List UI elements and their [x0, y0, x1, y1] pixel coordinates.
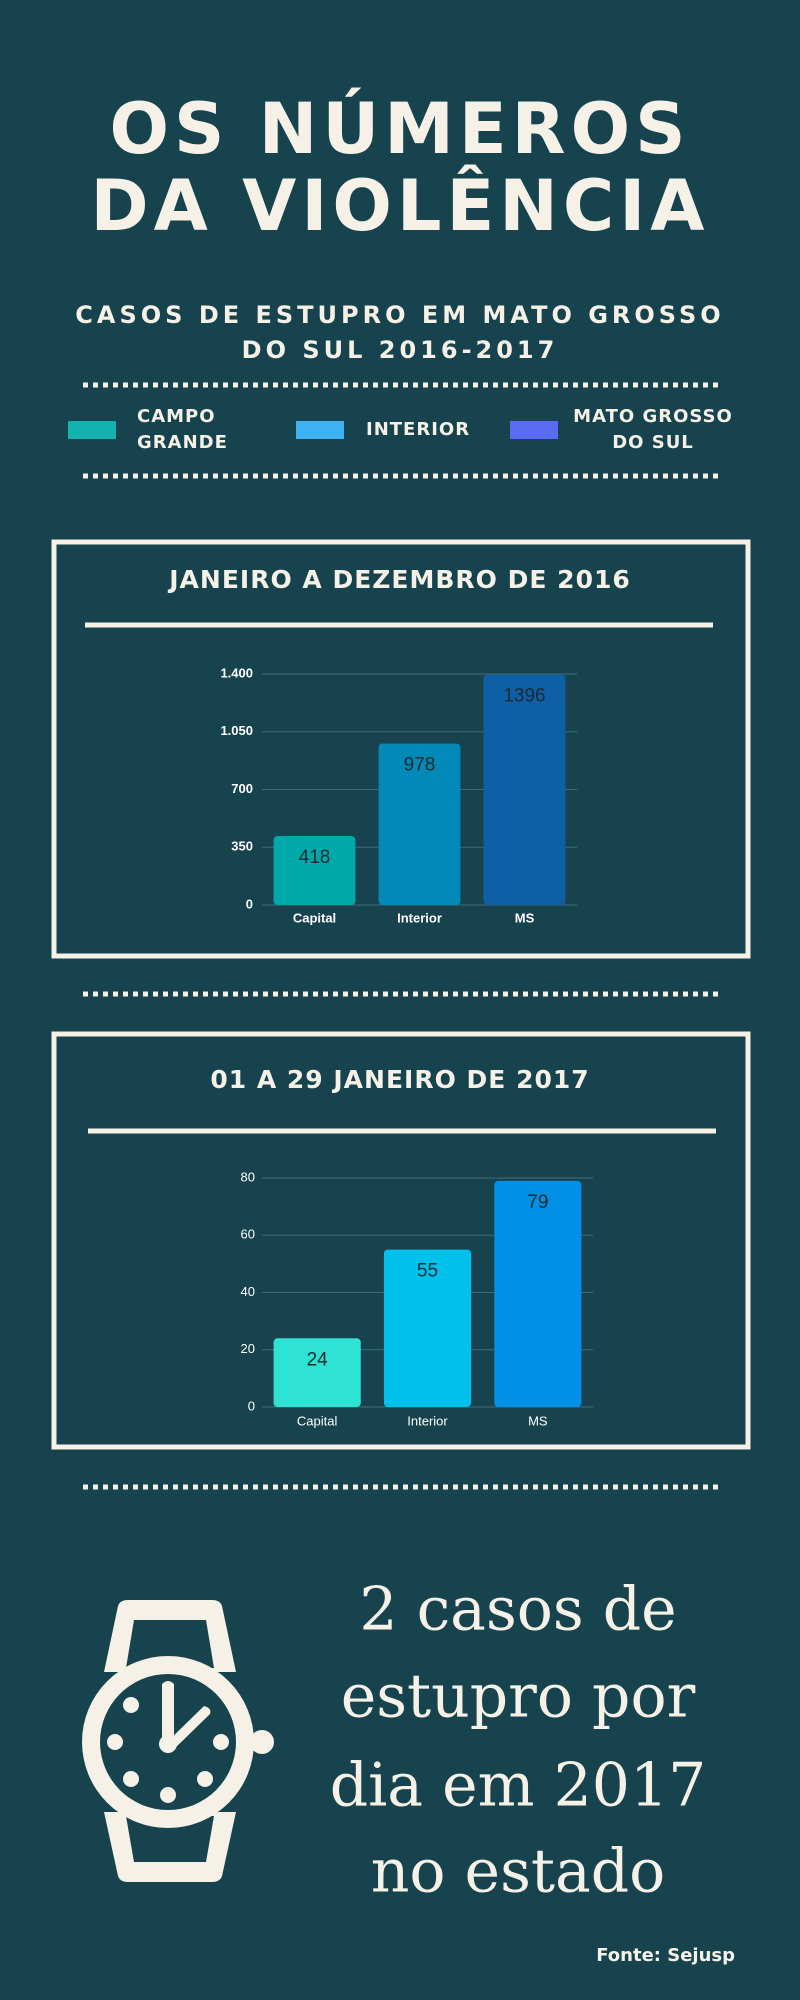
watch-strap-cutout — [126, 1816, 214, 1862]
watch-dot — [197, 1771, 213, 1787]
y-tick-label: 0 — [248, 1398, 255, 1413]
value-label: 418 — [299, 847, 331, 868]
value-label: 55 — [417, 1261, 438, 1282]
watch-dot — [123, 1771, 139, 1787]
highlight-line: no estado — [371, 1837, 666, 1907]
bar — [273, 836, 356, 905]
chart-frame — [51, 1031, 751, 1450]
highlight-line: dia em 2017 — [330, 1751, 707, 1821]
watch-dot — [160, 1787, 176, 1803]
dotted-dividers — [83, 382, 721, 1490]
chart-title: JANEIRO A DEZEMBRO DE 2016 — [167, 565, 631, 594]
legend-label: GRANDE — [137, 432, 228, 453]
highlight-line: estupro por — [341, 1662, 696, 1732]
watch-hand — [162, 1681, 174, 1742]
watch-hub — [159, 1735, 177, 1753]
bar — [378, 743, 461, 905]
title-line: OS NÚMEROS — [109, 88, 690, 170]
watch-dot — [123, 1697, 139, 1713]
watch-icon — [82, 1600, 274, 1882]
x-tick-label: MS — [515, 910, 535, 925]
x-tick-label: Capital — [293, 910, 336, 925]
value-label: 1396 — [503, 686, 545, 707]
x-tick-label: Interior — [407, 1413, 448, 1428]
legend-swatch — [510, 421, 558, 439]
x-tick-label: Capital — [297, 1413, 338, 1428]
y-tick-label: 60 — [241, 1227, 255, 1242]
value-label: 978 — [404, 755, 436, 776]
chart-frame — [51, 539, 751, 959]
title-line: DA VIOLÊNCIA — [91, 165, 710, 247]
bar — [494, 1180, 582, 1407]
highlight-line: 2 casos de — [359, 1575, 676, 1645]
legend-swatch — [68, 421, 116, 439]
value-label: 79 — [527, 1192, 548, 1213]
watch-dot — [107, 1734, 123, 1750]
y-tick-label: 20 — [241, 1341, 255, 1356]
y-tick-label: 1.400 — [220, 665, 253, 680]
source: Fonte: Sejusp — [596, 1945, 735, 1966]
legend-swatch — [296, 421, 344, 439]
legend-label: INTERIOR — [366, 419, 470, 440]
y-tick-label: 40 — [241, 1284, 255, 1299]
chart-title: 01 A 29 JANEIRO DE 2017 — [210, 1065, 589, 1094]
y-tick-label: 350 — [231, 839, 253, 854]
x-tick-label: Interior — [397, 910, 442, 925]
y-tick-label: 0 — [246, 896, 253, 911]
legend-label: CAMPO — [137, 406, 216, 427]
y-tick-label: 80 — [241, 1169, 255, 1184]
bar — [273, 1338, 361, 1407]
subtitle-line: CASOS DE ESTUPRO EM MATO GROSSO — [75, 301, 724, 329]
legend-label: MATO GROSSO — [573, 406, 733, 427]
value-label: 24 — [307, 1349, 329, 1370]
y-tick-label: 700 — [231, 781, 253, 796]
watch-crown — [250, 1730, 274, 1754]
watch-dot — [213, 1734, 229, 1750]
y-tick-label: 1.050 — [220, 723, 253, 738]
subtitle-line: DO SUL 2016-2017 — [242, 336, 559, 364]
legend-label: DO SUL — [612, 432, 694, 453]
bar — [483, 674, 566, 905]
bar — [383, 1249, 472, 1407]
watch-strap-cutout — [126, 1620, 214, 1668]
x-tick-label: MS — [528, 1413, 548, 1428]
